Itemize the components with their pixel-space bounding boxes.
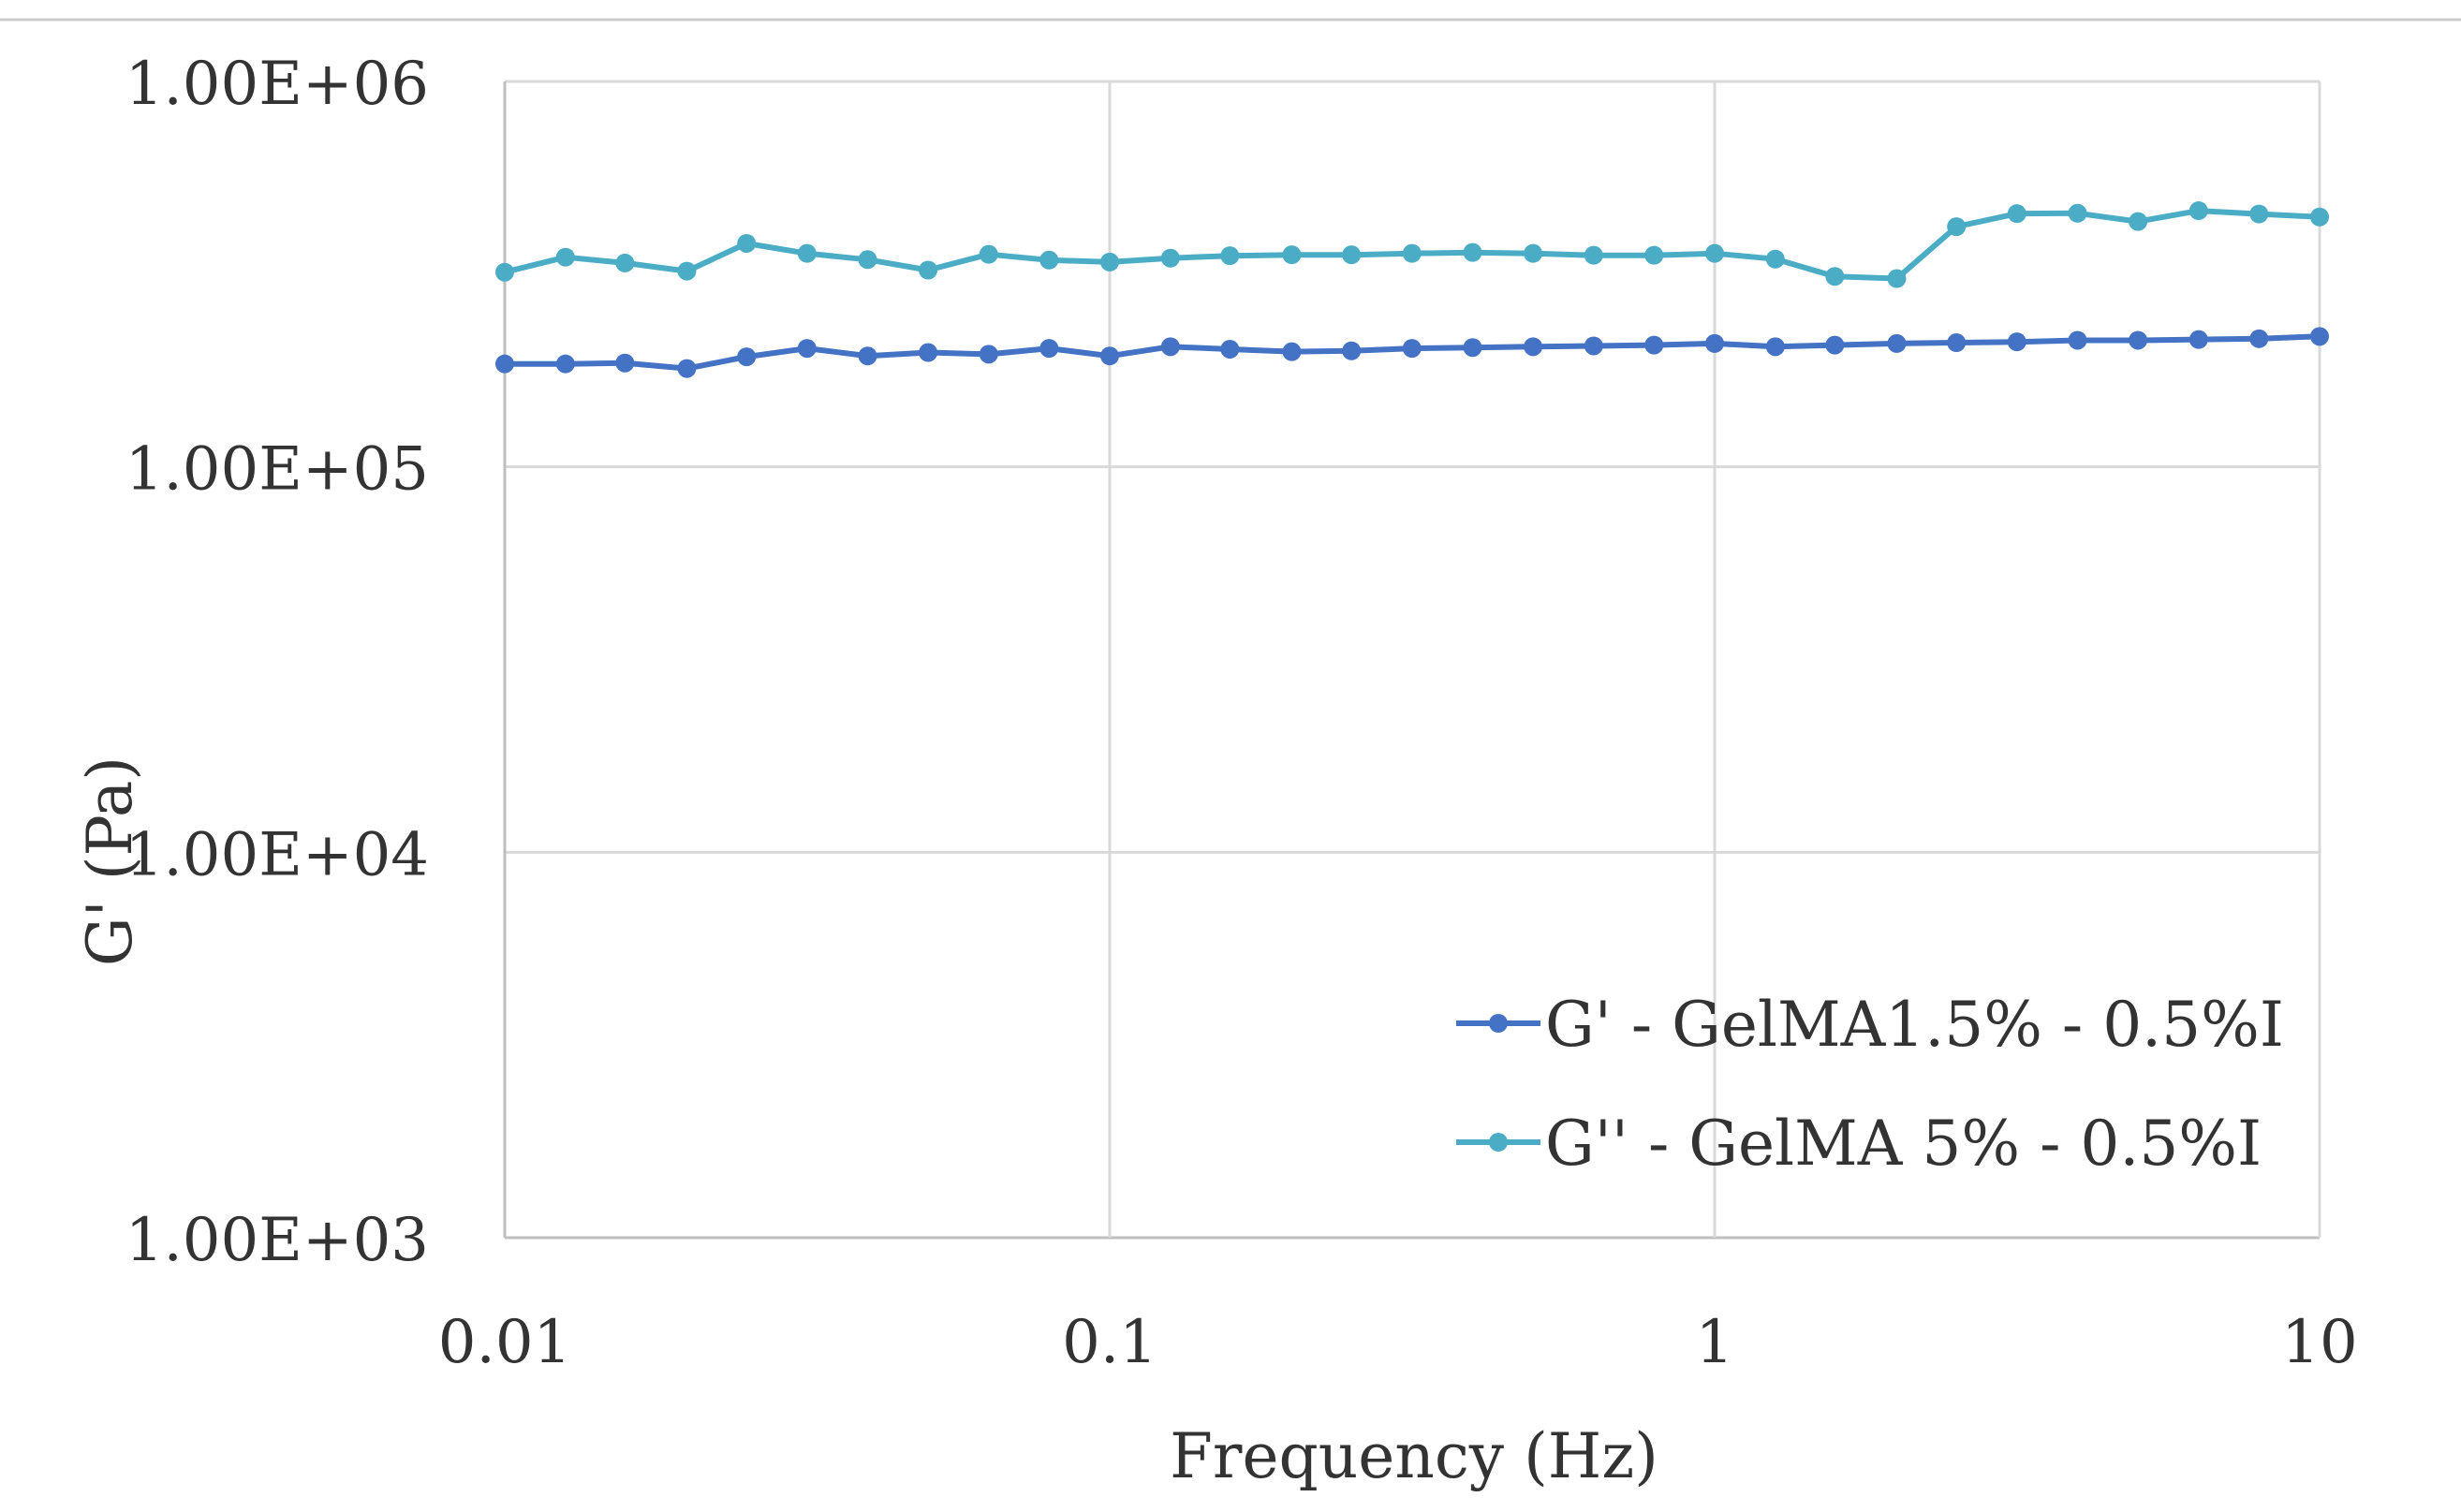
data-point [1584,245,1603,265]
data-point [858,346,877,366]
data-point [615,353,635,373]
series-group [495,327,2329,378]
data-point [1644,245,1664,265]
data-point [2249,204,2269,224]
series-group [495,201,2329,288]
x-tick-label: 1 [1696,1308,1734,1377]
data-point [1705,243,1724,263]
data-point [2310,207,2329,227]
data-point [1342,341,1362,360]
data-point [737,233,757,253]
data-point [797,339,817,359]
data-point [797,243,817,263]
x-tick-label: 10 [2281,1308,2357,1377]
data-point [677,261,697,281]
data-point [1282,245,1302,265]
data-point [1039,250,1059,270]
data-point [1524,243,1543,263]
data-point [1100,252,1119,272]
data-point [1100,346,1119,366]
data-point [2068,330,2087,350]
data-point [1705,333,1724,353]
data-point [1282,342,1302,361]
legend-point-marker [1489,1133,1508,1152]
data-point [2188,201,2208,221]
data-point [1887,333,1907,353]
data-point [1342,245,1362,265]
x-axis-title: Frequency (Hz) [1170,1420,1658,1492]
data-point [1947,333,1967,353]
legend-point-marker [1489,1014,1508,1033]
y-tick-label: 1.00E+04 [125,820,429,889]
data-point [677,359,697,378]
x-tick-label: 0.1 [1062,1308,1157,1377]
data-point [1220,339,1240,359]
data-point [555,247,575,267]
data-point [919,343,938,362]
data-point [1160,337,1180,357]
data-point [2310,327,2329,346]
data-point [615,253,635,272]
data-point [1947,217,1967,237]
data-point [555,354,575,374]
series-layer [495,201,2329,378]
data-point [919,260,938,280]
data-point [1402,243,1422,263]
data-point [495,354,514,374]
data-point [1825,267,1845,286]
data-point [2129,212,2148,231]
data-point [1039,339,1059,359]
data-point [1220,246,1240,266]
data-point [1524,337,1543,357]
data-point [858,250,877,270]
legend: G' - GelMA1.5% - 0.5%I G'' - GelMA 5% - 0… [1456,989,2284,1180]
data-point [979,244,998,264]
data-point [2068,203,2087,223]
data-point [979,345,998,364]
y-tick-labels: 1.00E+03 1.00E+04 1.00E+05 1.00E+06 [125,50,429,1275]
y-tick-label: 1.00E+03 [125,1206,429,1275]
x-tick-label: 0.01 [438,1308,572,1377]
legend-label: G'' - GelMA 5% - 0.5%I [1545,1108,2262,1180]
data-point [1402,339,1422,359]
x-tick-labels: 0.01 0.1 1 10 [438,1308,2358,1377]
data-point [1160,248,1180,268]
data-point [2129,330,2148,350]
data-point [2007,204,2026,224]
data-point [2249,329,2269,348]
data-point [1765,337,1785,357]
data-point [1765,249,1785,269]
y-tick-label: 1.00E+06 [125,50,429,119]
data-point [1584,336,1603,356]
data-point [2188,330,2208,349]
data-point [1644,335,1664,355]
data-point [2007,332,2026,352]
data-point [495,262,514,282]
y-axis-title: G' (Pa) [74,756,146,966]
data-point [1463,242,1482,262]
data-point [1887,269,1907,288]
data-point [1825,335,1845,355]
legend-label: G' - GelMA1.5% - 0.5%I [1545,989,2284,1061]
data-point [1463,338,1482,358]
y-tick-label: 1.00E+05 [125,435,429,505]
data-point [737,347,757,367]
